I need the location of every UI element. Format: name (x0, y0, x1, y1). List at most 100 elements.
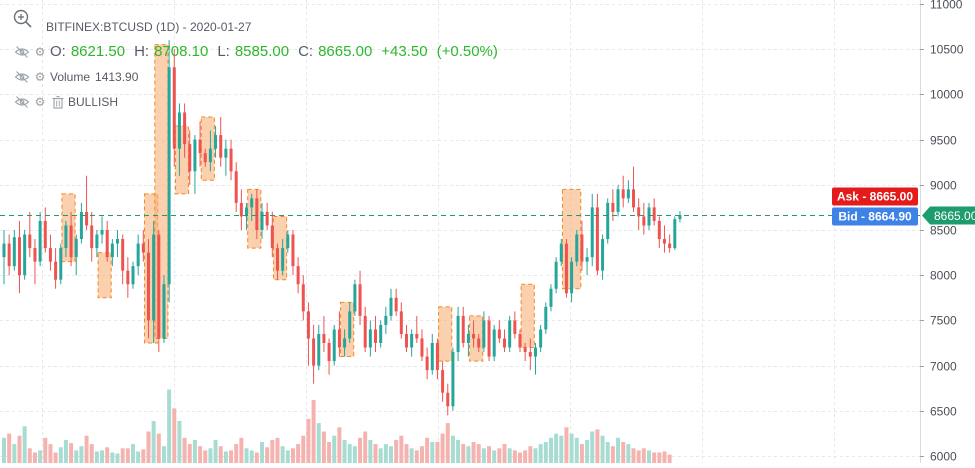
high-value: 8708.10 (154, 43, 209, 60)
volume-bar (69, 443, 74, 463)
volume-bar (198, 446, 203, 463)
volume-bar (327, 442, 332, 463)
volume-bar (657, 452, 662, 463)
candle-body (404, 333, 408, 348)
candle-body (647, 207, 651, 226)
volume-bar (234, 444, 239, 463)
volume-bar (2, 437, 6, 463)
candle-body (105, 230, 109, 258)
candle-body (260, 211, 264, 230)
volume-row: ⚙ Volume 1413.90 (14, 70, 138, 84)
candle-body (229, 148, 233, 172)
volume-bar (177, 421, 182, 463)
volume-bar (249, 450, 254, 463)
volume-bar (239, 437, 244, 463)
volume-bar (172, 408, 177, 463)
volume-bar (523, 450, 528, 463)
symbol-title[interactable]: BITFINEX:BTCUSD (1D) - 2020-01-27 (46, 20, 252, 34)
volume-bar (290, 448, 295, 463)
volume-bar (476, 444, 481, 463)
candle-body (673, 219, 677, 249)
pattern-highlight-box[interactable] (272, 215, 288, 281)
gear-icon[interactable]: ⚙ (34, 44, 46, 59)
candle-body (466, 333, 470, 343)
candle-body (265, 211, 269, 226)
volume-bar (187, 444, 192, 463)
candle-body (508, 320, 512, 348)
volume-bar (590, 431, 595, 463)
volume-bar (538, 444, 543, 463)
volume-bar (518, 452, 522, 463)
candle-body (100, 230, 104, 235)
candle-body (90, 225, 94, 249)
candle-body (353, 284, 357, 312)
low-value: 8585.00 (234, 43, 290, 60)
volume-bar (53, 452, 58, 463)
trash-icon[interactable] (50, 95, 66, 109)
close-label: C: (298, 43, 314, 60)
volume-bar (394, 439, 399, 463)
change-value: +43.50 (381, 43, 428, 60)
volume-bar (626, 444, 631, 463)
candle-body (425, 356, 429, 371)
candle-body (12, 237, 16, 267)
gear-icon[interactable]: ⚙ (34, 95, 46, 109)
pattern-highlight-box[interactable] (520, 283, 535, 349)
candle-body (270, 225, 274, 249)
close-value: 8665.00 (318, 43, 373, 60)
candle-body (162, 284, 166, 339)
candle-body (487, 320, 491, 357)
volume-bar (301, 435, 306, 463)
eye-hidden-icon[interactable] (14, 45, 30, 59)
eye-hidden-icon[interactable] (14, 95, 30, 109)
volume-bar (383, 444, 388, 463)
volume-bar (667, 454, 672, 463)
volume-bar (84, 435, 89, 463)
candle-body (306, 311, 310, 339)
pattern-highlight-box[interactable] (469, 315, 484, 362)
candle-body (198, 139, 202, 154)
candle-body (575, 234, 579, 262)
candle-body (23, 234, 27, 276)
volume-bar (151, 421, 156, 463)
pattern-highlight-box[interactable] (247, 188, 262, 249)
candle-body (255, 198, 259, 230)
volume-bar (100, 450, 105, 463)
candle-body (678, 215, 682, 220)
pattern-highlight-box[interactable] (61, 193, 76, 263)
candle-body (590, 207, 594, 258)
candle-body (554, 261, 558, 289)
volume-bar (213, 439, 218, 463)
gear-icon[interactable]: ⚙ (34, 70, 46, 84)
eye-hidden-icon[interactable] (14, 70, 30, 84)
candle-body (384, 315, 388, 325)
candle-body (95, 234, 99, 249)
last-price-label-text: 8665.00 (934, 209, 975, 223)
candle-body (410, 333, 414, 348)
candle-body (48, 248, 52, 262)
price-axis[interactable]: 6000 6500 7000 7500 8000 8500 9000 9500 10000 105… (920, 0, 964, 464)
pattern-highlight-box[interactable] (97, 252, 112, 299)
volume-bar (63, 439, 68, 463)
candle-body (54, 261, 58, 280)
pattern-highlight-box[interactable] (154, 44, 169, 339)
volume-bar (528, 446, 533, 463)
volume-bar (574, 437, 579, 463)
volume-bar (481, 448, 486, 463)
price-tick-label: 9000 (930, 179, 957, 193)
pattern-highlight-box[interactable] (438, 306, 453, 362)
candle-body (239, 202, 243, 217)
pattern-highlight-box[interactable] (340, 301, 355, 358)
volume-bar (208, 448, 213, 463)
volume-bar (275, 437, 280, 463)
candle-body (167, 67, 171, 285)
candle-body (64, 225, 68, 249)
volume-bar (440, 433, 445, 463)
pattern-highlight-box[interactable] (200, 116, 215, 181)
volume-bar (435, 442, 440, 463)
pattern-highlight-box[interactable] (174, 125, 190, 195)
candle-body (79, 211, 83, 240)
candle-body (2, 243, 6, 258)
